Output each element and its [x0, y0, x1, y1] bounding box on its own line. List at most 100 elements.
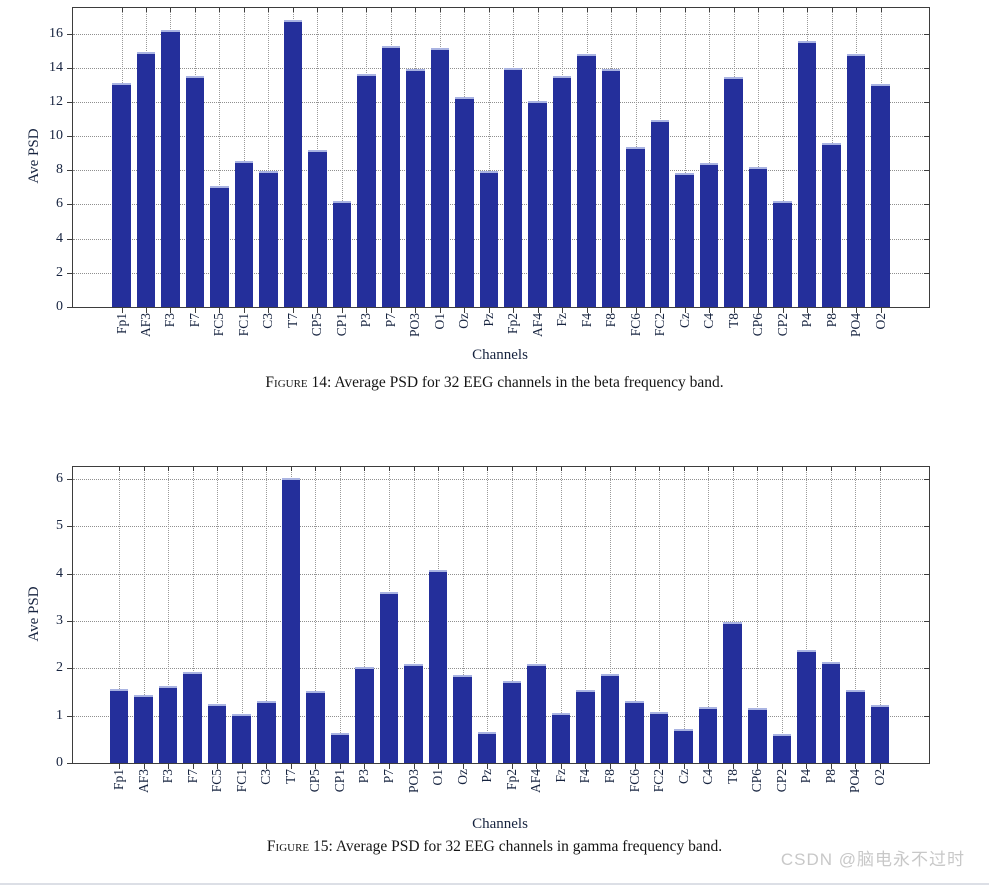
x-tick-label: F3: [160, 769, 176, 784]
bar-O2: [870, 705, 890, 763]
gridline-horizontal: [73, 33, 929, 35]
x-tick-top: [660, 8, 662, 12]
x-tick-label: FC6: [627, 313, 643, 337]
x-tick-label: PO4: [847, 769, 863, 794]
x-tick-top: [634, 467, 636, 471]
x-tick-top: [511, 467, 513, 471]
y-tick-right: [924, 136, 929, 138]
bar-AF3: [134, 694, 153, 763]
x-tick-label: Oz: [454, 769, 470, 785]
x-tick-label: Fp1: [113, 313, 129, 335]
x-tick-label: F7: [186, 313, 202, 328]
x-tick: [683, 763, 685, 769]
x-tick-label: Fp2: [505, 313, 521, 335]
bar-F8: [600, 673, 620, 763]
y-tick-label: 6: [56, 196, 63, 212]
gridline-horizontal: [73, 170, 929, 172]
x-tick-top: [781, 467, 783, 471]
x-tick: [609, 763, 611, 769]
bar-PO3: [404, 663, 423, 763]
gridline-vertical: [143, 467, 145, 763]
x-tick: [194, 307, 196, 313]
x-tick-top: [145, 8, 147, 12]
x-tick-label: CP1: [333, 313, 349, 337]
x-tick-label: Fz: [554, 313, 570, 327]
x-tick-top: [243, 8, 245, 12]
gridline-vertical: [560, 467, 562, 763]
gridline-vertical: [119, 467, 120, 763]
gridline-vertical: [219, 8, 221, 307]
x-tick-top: [464, 8, 466, 12]
caption-text: Average PSD for 32 EEG channels in the b…: [334, 374, 724, 391]
x-tick-top: [364, 467, 366, 471]
x-tick-top: [609, 467, 611, 471]
gridline-vertical: [855, 467, 857, 763]
bar-FC1: [234, 161, 254, 307]
y-tick: [67, 478, 73, 480]
x-tick: [880, 763, 881, 769]
x-tick: [807, 307, 809, 313]
y-tick-label: 10: [49, 128, 63, 144]
x-tick-label: Fz: [552, 769, 568, 783]
bar-Fz: [552, 76, 572, 307]
y-tick-label: 2: [56, 660, 63, 676]
x-tick-label: FC5: [209, 769, 225, 793]
x-tick: [415, 307, 417, 313]
x-axis-label: Channels: [472, 816, 528, 832]
x-tick-label: F8: [603, 313, 619, 328]
bar-FC5: [210, 186, 229, 307]
x-tick-label: FC2: [652, 313, 668, 337]
gridline-vertical: [782, 8, 784, 307]
y-tick-label: 8: [56, 162, 63, 178]
x-tick-label: AF3: [135, 769, 151, 794]
x-tick-label: Pz: [479, 769, 495, 783]
x-tick: [462, 763, 464, 769]
x-tick-label: AF3: [137, 313, 153, 338]
x-tick: [560, 763, 562, 769]
x-tick-top: [119, 467, 120, 471]
x-tick-top: [537, 8, 539, 12]
x-tick-top: [266, 467, 268, 471]
x-tick: [438, 763, 440, 769]
x-tick: [439, 307, 441, 313]
x-tick-top: [536, 467, 538, 471]
bar-T8: [723, 622, 742, 763]
x-tick: [487, 763, 489, 769]
gridline-horizontal: [73, 238, 929, 240]
bar-C3: [259, 170, 278, 307]
x-tick-top: [733, 8, 735, 12]
bar-O1: [428, 570, 448, 763]
x-tick: [830, 763, 832, 769]
x-tick: [317, 307, 319, 313]
bar-P7: [379, 591, 399, 763]
y-tick-label: 6: [56, 470, 63, 486]
bar-AF3: [136, 52, 156, 307]
x-tick: [341, 307, 343, 313]
y-tick-right: [924, 272, 929, 274]
x-tick-top: [513, 8, 515, 12]
bar-Cz: [675, 173, 694, 307]
x-tick: [143, 763, 145, 769]
x-tick-top: [217, 467, 219, 471]
bar-CP5: [306, 690, 325, 763]
gridline-horizontal: [73, 620, 929, 622]
x-tick-label: O2: [872, 313, 888, 330]
x-tick-top: [292, 8, 294, 12]
x-tick-top: [684, 8, 686, 12]
x-tick: [243, 307, 245, 313]
x-tick-top: [341, 8, 343, 12]
x-tick: [366, 307, 368, 313]
x-tick: [464, 307, 466, 313]
y-tick-right: [924, 620, 929, 622]
x-tick-top: [389, 467, 391, 471]
gridline-horizontal: [73, 101, 929, 103]
x-tick-top: [880, 467, 881, 471]
gridline-horizontal: [73, 67, 929, 69]
gridline-vertical: [315, 467, 317, 763]
x-tick-label: P4: [799, 313, 815, 328]
y-tick: [67, 204, 73, 206]
y-tick: [67, 170, 73, 172]
x-tick-top: [560, 467, 562, 471]
x-tick-label: CP5: [309, 313, 325, 337]
bar-P4: [797, 649, 816, 763]
